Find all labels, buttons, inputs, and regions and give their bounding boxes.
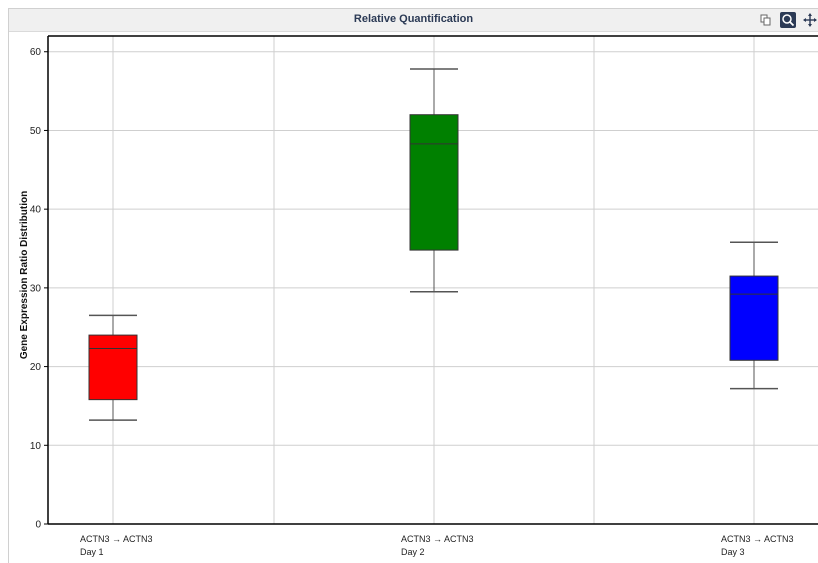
axis-labels: 0 10 20 30 40 50 60 Gene Expression Ratio Distr… xyxy=(19,47,794,557)
y-tick-label: 10 xyxy=(30,441,42,452)
chart-window: Relative Quantification xyxy=(8,8,818,563)
y-tick-label: 50 xyxy=(30,126,42,137)
pan-icon[interactable] xyxy=(802,12,818,28)
box-group xyxy=(729,241,779,390)
box-body xyxy=(88,334,138,401)
title-bar: Relative Quantification xyxy=(9,9,818,32)
y-axis-label: Gene Expression Ratio Distribution xyxy=(19,191,30,359)
x-category-label: ACTN3 → ACTN3 xyxy=(401,534,474,544)
box-body xyxy=(729,275,779,361)
zoom-icon[interactable] xyxy=(780,12,796,28)
x-category-label: ACTN3 → ACTN3 xyxy=(721,534,794,544)
box-series xyxy=(88,68,779,421)
y-tick-label: 60 xyxy=(30,47,42,58)
copy-icon[interactable] xyxy=(758,12,774,28)
grid-lines xyxy=(48,36,818,525)
y-tick-label: 0 xyxy=(35,520,41,531)
y-tick-label: 30 xyxy=(30,283,42,294)
y-tick-label: 20 xyxy=(30,362,42,373)
box-group xyxy=(409,68,459,293)
x-category-sublabel: Day 1 xyxy=(80,547,104,557)
chart-toolbar xyxy=(752,12,818,28)
x-category-sublabel: Day 2 xyxy=(401,547,425,557)
axes xyxy=(44,35,818,525)
box-group xyxy=(88,314,138,421)
x-category-sublabel: Day 3 xyxy=(721,547,745,557)
x-category-label: ACTN3 → ACTN3 xyxy=(80,534,153,544)
chart-title: Relative Quantification xyxy=(353,13,474,25)
box-body xyxy=(409,114,459,251)
y-tick-label: 40 xyxy=(30,205,42,216)
